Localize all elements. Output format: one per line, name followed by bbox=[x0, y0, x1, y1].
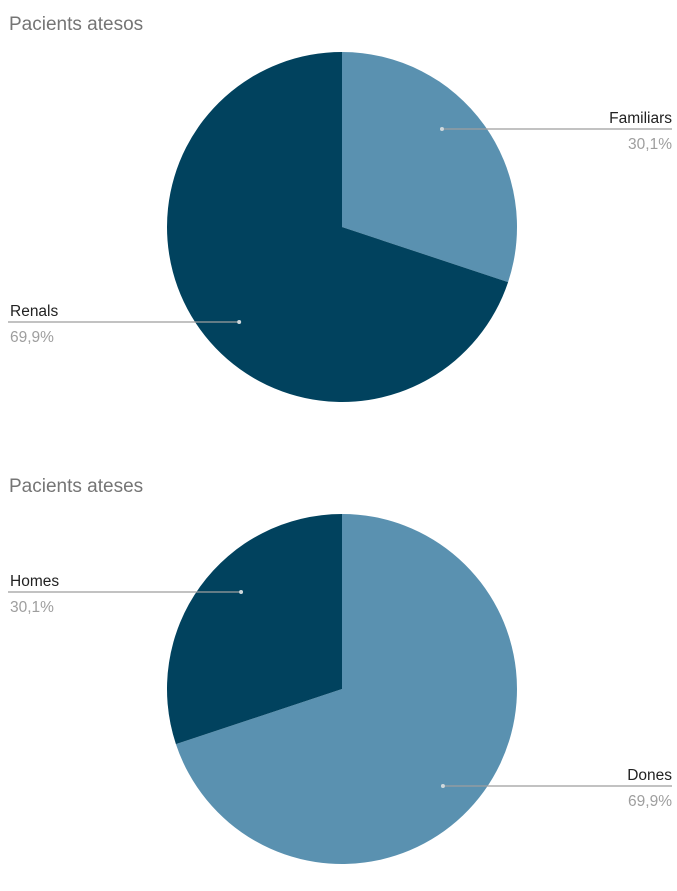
slice-percentage: 69,9% bbox=[628, 793, 672, 810]
pie-slice-renals bbox=[166, 52, 509, 402]
slice-label: Homes bbox=[10, 573, 59, 590]
slice-label: Dones bbox=[627, 767, 672, 784]
slice-percentage: 30,1% bbox=[628, 136, 672, 153]
slice-label: Renals bbox=[10, 303, 58, 320]
pie-chart-svg: Dones 69,9% Homes 30,1% bbox=[8, 514, 672, 864]
callout-dot bbox=[237, 320, 242, 324]
slice-label: Familiars bbox=[609, 110, 672, 127]
pie-chart-pacients-ateses: Pacients ateses Dones 69,9% Homes 30,1% bbox=[0, 462, 677, 891]
pie-slice-homes bbox=[166, 514, 342, 745]
slice-percentage: 30,1% bbox=[10, 599, 54, 616]
callout-dot bbox=[439, 127, 444, 131]
pie-slice-familiars bbox=[342, 52, 517, 283]
slice-percentage: 69,9% bbox=[10, 329, 54, 346]
chart-title: Pacients ateses bbox=[9, 476, 144, 497]
pie-chart-pacients-atesos: Pacients atesos Familiars 30,1% Renals 69,9… bbox=[0, 0, 677, 429]
chart-title: Pacients atesos bbox=[9, 14, 144, 35]
callout-dot bbox=[440, 784, 445, 788]
callout-dot bbox=[239, 590, 244, 594]
pie-slice-dones bbox=[175, 514, 517, 864]
pie-chart-svg: Familiars 30,1% Renals 69,9% bbox=[8, 52, 672, 402]
